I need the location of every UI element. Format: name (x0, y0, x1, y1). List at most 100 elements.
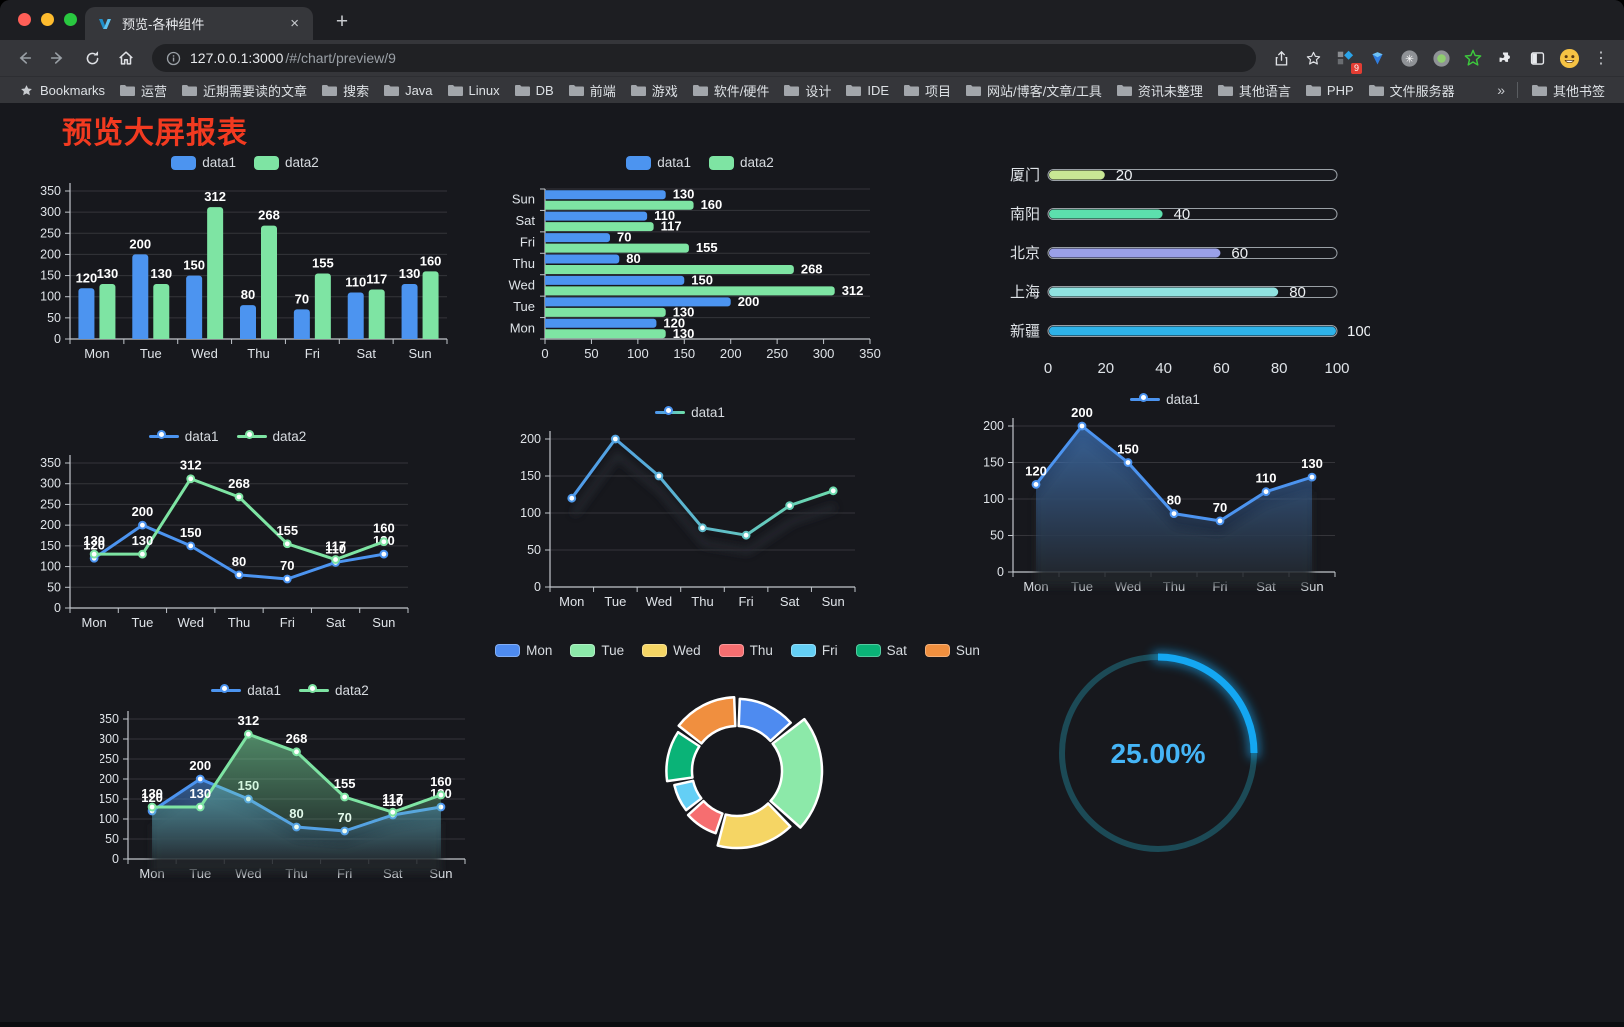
extension-green-star-icon[interactable] (1458, 43, 1488, 73)
svg-text:110: 110 (1256, 471, 1277, 486)
side-panel-icon[interactable] (1522, 43, 1552, 73)
area-chart-single[interactable]: data1 0 50 100 150 200 Mon Tue Wed Thu Fri Sat Sun 12… (975, 386, 1355, 600)
bookmark-folder-item[interactable]: 设计 (776, 79, 838, 102)
new-tab-button[interactable]: + (335, 10, 349, 33)
folder-icon (966, 84, 982, 96)
bar-chart-vertical[interactable]: data1 data2 0 50 100 150 200 250 300 350 Mon Tue Wed… (35, 149, 455, 369)
svg-text:200: 200 (1071, 405, 1093, 420)
extension-grid-diamond-icon[interactable]: 9 (1330, 43, 1362, 74)
bookmark-folder-item[interactable]: Linux (440, 81, 507, 100)
profile-avatar[interactable] (1554, 43, 1584, 73)
bookmark-folder-item[interactable]: 其他语言 (1210, 79, 1298, 102)
legend-item-data1[interactable]: data1 (626, 155, 691, 170)
bookmark-folder-item[interactable]: IDE (838, 81, 896, 100)
chart-canvas[interactable]: 厦门 20 南阳 40 北京 60 上海 80 新疆 100 0 20 40 60 80 100 (1000, 159, 1370, 387)
bookmark-folder-item[interactable]: PHP (1298, 81, 1361, 100)
legend-label: data1 (184, 429, 219, 444)
bookmarks-overflow-chevron[interactable]: » (1497, 82, 1505, 98)
legend-item-Mon[interactable]: Mon (495, 643, 552, 658)
chart-canvas[interactable]: 25.00% (1040, 637, 1280, 874)
legend-item-data2[interactable]: data2 (236, 429, 306, 444)
close-window-button[interactable] (18, 13, 31, 26)
legend-item-data2[interactable]: data2 (709, 155, 774, 170)
city-progress-chart[interactable]: 厦门 20 南阳 40 北京 60 上海 80 新疆 100 0 20 40 60 80 100 (1000, 159, 1370, 387)
bookmark-folder-item[interactable]: 游戏 (623, 79, 685, 102)
bookmarks-manager-item[interactable]: Bookmarks (12, 81, 112, 100)
legend-item-Sat[interactable]: Sat (855, 643, 907, 658)
browser-tab[interactable]: 预览-各种组件 × (85, 7, 313, 40)
bookmark-folder-item[interactable]: 近期需要读的文章 (174, 79, 314, 102)
bookmark-folder-item[interactable]: 资讯未整理 (1109, 79, 1210, 102)
svg-text:130: 130 (673, 326, 695, 341)
bookmark-folder-item[interactable]: 文件服务器 (1361, 79, 1462, 102)
site-info-icon[interactable] (166, 51, 181, 66)
bookmark-folder-item[interactable]: 网站/博客/文章/工具 (958, 79, 1109, 102)
legend-item-Wed[interactable]: Wed (642, 643, 701, 658)
progress-ring-chart[interactable]: 25.00% (1040, 637, 1280, 874)
legend-item-data2[interactable]: data2 (254, 155, 319, 170)
share-button[interactable] (1266, 43, 1296, 73)
back-button[interactable] (8, 43, 40, 73)
bookmark-folder-item[interactable]: 软件/硬件 (685, 79, 777, 102)
forward-button[interactable] (42, 43, 74, 73)
bookmark-folder-item[interactable]: 运营 (112, 79, 174, 102)
bookmark-star-button[interactable] (1298, 43, 1328, 73)
svg-text:100: 100 (40, 560, 61, 574)
other-bookmarks-item[interactable]: 其他书签 (1524, 79, 1612, 102)
svg-text:Mon: Mon (559, 594, 584, 609)
extension-puzzle-icon[interactable] (1490, 43, 1520, 73)
bookmark-folder-item[interactable]: Java (376, 81, 439, 100)
legend-item-data1[interactable]: data1 (148, 429, 219, 444)
legend-item-data1[interactable]: data1 (211, 683, 281, 698)
line-chart-gradient[interactable]: data1 0 50 100 150 200 Mon Tue Wed Thu Fri Sat Sun (505, 399, 875, 611)
legend-label: data2 (740, 155, 774, 170)
browser-menu-button[interactable]: ⋮ (1593, 50, 1609, 67)
bookmark-folder-item[interactable]: DB (507, 81, 561, 100)
area-chart-double[interactable]: data1 data2 0 50 100 150 200 250 300 350 Mon Tue Wed… (100, 677, 480, 891)
home-button[interactable] (110, 43, 142, 73)
zoom-window-button[interactable] (64, 13, 77, 26)
svg-text:150: 150 (183, 258, 205, 273)
svg-text:50: 50 (47, 311, 61, 325)
bookmark-folder-label: 项目 (925, 83, 952, 99)
legend-item-data1[interactable]: data1 (655, 405, 725, 420)
tab-close-icon[interactable]: × (290, 15, 299, 32)
chart-canvas[interactable]: 0 50 100 150 200 Mon Tue Wed Thu Fri Sat Sun (505, 399, 875, 611)
legend-item-Thu[interactable]: Thu (718, 643, 773, 658)
legend-label: Sun (955, 643, 980, 658)
svg-text:130: 130 (673, 187, 695, 202)
extension-green-dot-icon[interactable] (1426, 43, 1456, 73)
svg-text:150: 150 (40, 539, 61, 553)
legend-item-data1[interactable]: data1 (1130, 392, 1200, 407)
svg-text:80: 80 (1167, 493, 1181, 508)
legend-line-marker (211, 683, 242, 698)
legend-item-data2[interactable]: data2 (299, 683, 369, 698)
reload-button[interactable] (76, 43, 108, 73)
folder-icon (322, 84, 338, 96)
legend-item-Fri[interactable]: Fri (790, 643, 838, 658)
legend-item-Tue[interactable]: Tue (570, 643, 624, 658)
extension-gem-icon[interactable] (1362, 43, 1392, 73)
chart-canvas[interactable] (540, 637, 935, 884)
legend-item-Sun[interactable]: Sun (924, 643, 980, 658)
svg-text:150: 150 (1117, 442, 1139, 457)
address-bar[interactable]: 127.0.0.1:3000/#/chart/preview/9 (152, 44, 1256, 72)
minimize-window-button[interactable] (41, 13, 54, 26)
legend-line-marker (148, 429, 179, 444)
bookmark-folder-item[interactable]: 项目 (896, 79, 958, 102)
extension-asterisk-icon[interactable]: ✳ (1394, 43, 1424, 73)
bookmark-folder-item[interactable]: 搜索 (314, 79, 376, 102)
rose-donut-chart[interactable]: Mon Tue Wed Thu Fri Sat Sun (495, 637, 980, 884)
folder-icon (182, 84, 198, 96)
legend-item-data1[interactable]: data1 (171, 155, 236, 170)
bookmark-folder-item[interactable]: 前端 (561, 79, 623, 102)
page-title: 预览大屏报表 (62, 117, 248, 150)
folder-icon (514, 84, 530, 96)
bar-chart-horizontal[interactable]: data1 data2 0 50 100 150 200 250 300 350 Mon 120 130… (505, 149, 895, 373)
line-chart-basic[interactable]: data1 data2 0 50 100 150 200 250 300 350 Mon Tue Wed… (35, 423, 420, 637)
